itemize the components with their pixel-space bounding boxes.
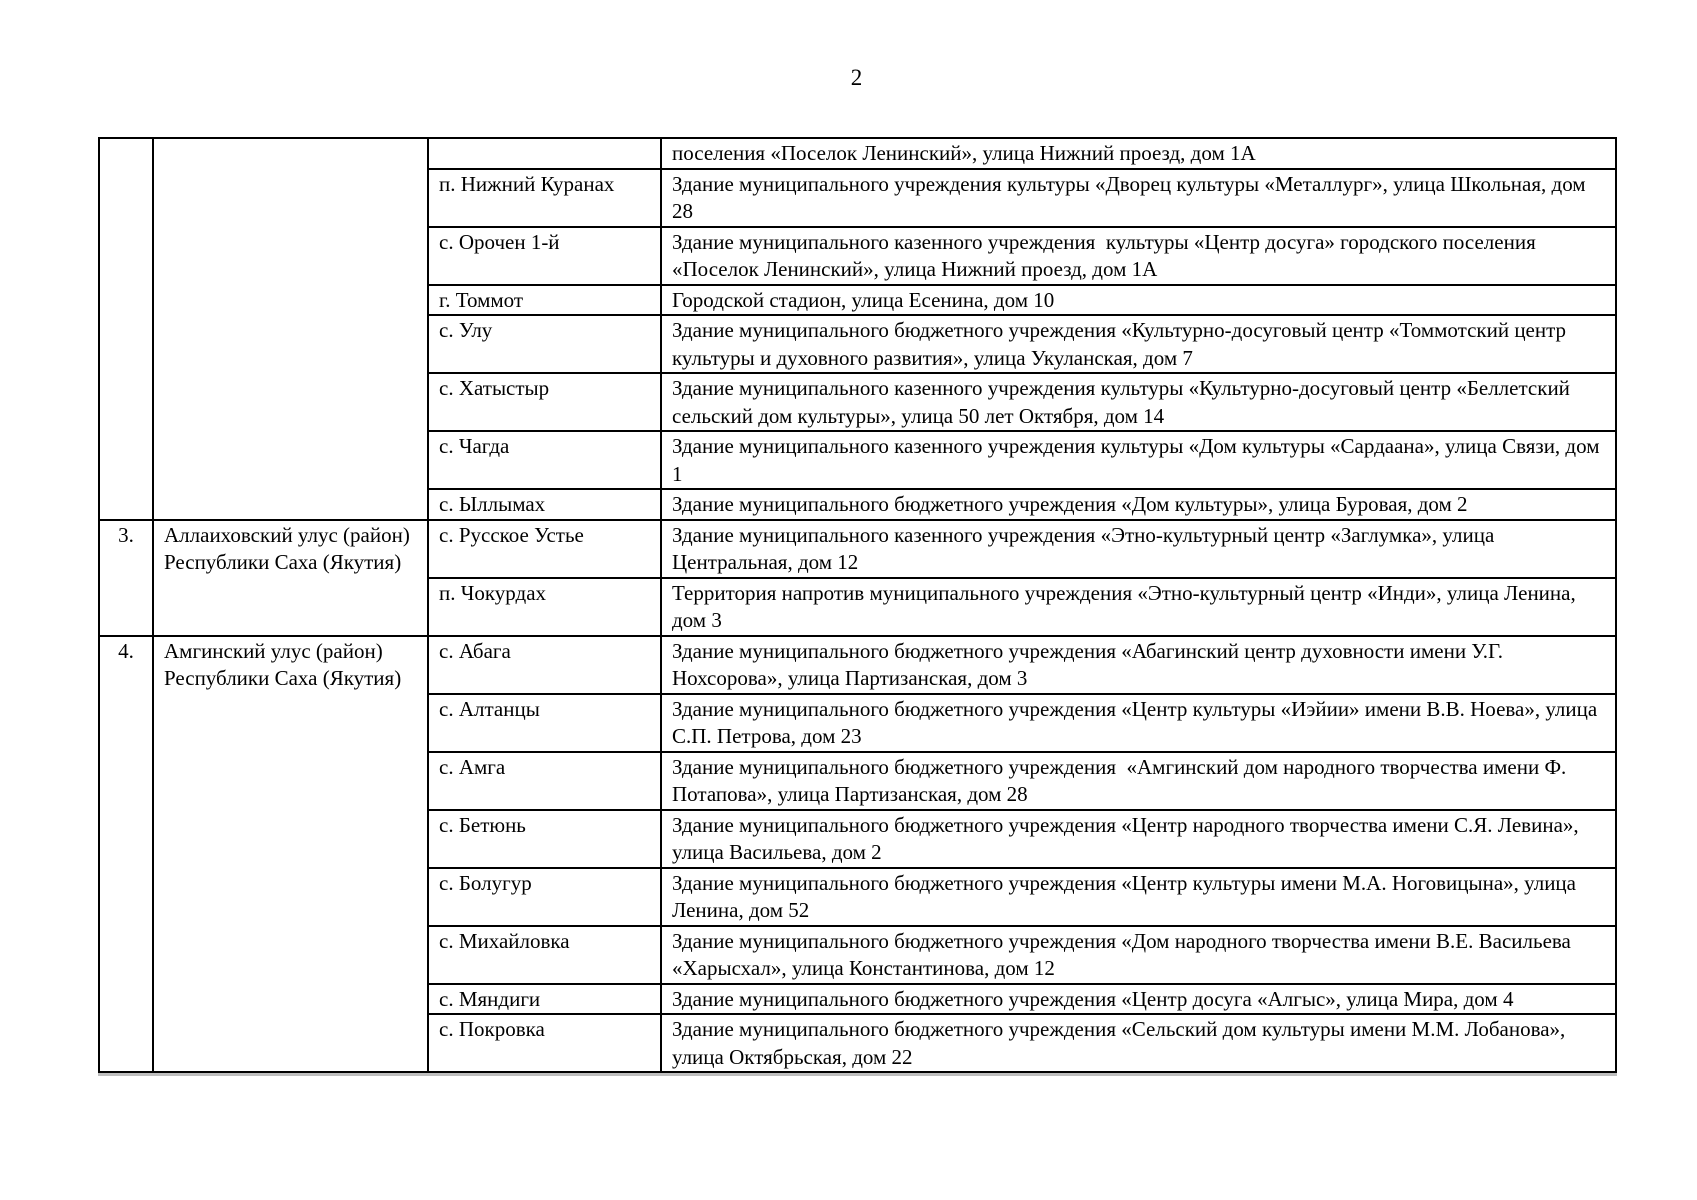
table-row: с. Чагда Здание муниципального казенного…	[99, 430, 1617, 490]
facility-cell: Здание муниципального бюджетного учрежде…	[660, 634, 1617, 695]
facility-cell: поселения «Поселок Ленинский», улица Ниж…	[660, 137, 1617, 170]
settlement-cell: п. Нижний Куранах	[427, 167, 662, 228]
facility-cell: Здание муниципального бюджетного учрежде…	[660, 314, 1617, 374]
row-number-cell: 3.	[98, 518, 154, 637]
facility-cell: Здание муниципального бюджетного учрежде…	[660, 982, 1617, 1015]
table-row: с. Хатыстыр Здание муниципального казенн…	[99, 372, 1617, 432]
settlement-cell: с. Улу	[427, 314, 662, 374]
table-row: с. Ыллымах Здание муниципального бюджетн…	[99, 488, 1617, 521]
settlement-cell: с. Михайловка	[427, 924, 662, 985]
settlement-cell: п. Чокурдах	[427, 576, 662, 637]
table-row: с. Улу Здание муниципального бюджетного …	[99, 314, 1617, 374]
settlement-cell: с. Болугур	[427, 866, 662, 927]
district-cell: Амгинский улус (район) Республики Саха (…	[152, 634, 429, 1073]
settlement-cell: с. Русское Устье	[427, 518, 662, 579]
row-number-cell: 4.	[98, 634, 154, 1073]
table-row: с. Алтанцы Здание муниципального бюджетн…	[99, 692, 1617, 753]
facility-cell: Здание муниципального казенного учрежден…	[660, 430, 1617, 490]
settlement-cell: г. Томмот	[427, 283, 662, 316]
facility-cell: Здание муниципального бюджетного учрежде…	[660, 924, 1617, 985]
table-row: п. Чокурдах Территория напротив муниципа…	[99, 576, 1617, 637]
district-cell: Аллаиховский улус (район) Республики Сах…	[152, 518, 429, 637]
facility-cell: Здание муниципального бюджетного учрежде…	[660, 692, 1617, 753]
settlement-cell: с. Абага	[427, 634, 662, 695]
table-row: г. Томмот Городской стадион, улица Есени…	[99, 283, 1617, 316]
facility-cell: Здание муниципального казенного учрежден…	[660, 372, 1617, 432]
table-row: с. Покровка Здание муниципального бюджет…	[99, 1013, 1617, 1073]
table-row: с. Болугур Здание муниципального бюджетн…	[99, 866, 1617, 927]
settlement-cell: с. Ыллымах	[427, 488, 662, 521]
page-number: 2	[850, 65, 863, 90]
table-row: с. Амга Здание муниципального бюджетного…	[99, 750, 1617, 811]
table-row: 4. Амгинский улус (район) Республики Сах…	[98, 634, 1617, 1073]
district-cell	[152, 137, 429, 521]
settlement-cell: с. Хатыстыр	[427, 372, 662, 432]
facilities-table: поселения «Поселок Ленинский», улица Ниж…	[98, 137, 1617, 1073]
table-row: с. Орочен 1-й Здание муниципального казе…	[99, 225, 1617, 286]
table-row: с. Михайловка Здание муниципального бюдж…	[99, 924, 1617, 985]
settlement-cell: с. Орочен 1-й	[427, 225, 662, 286]
table-row: 3. Аллаиховский улус (район) Республики …	[98, 518, 1617, 637]
table-row: с. Мяндиги Здание муниципального бюджетн…	[99, 982, 1617, 1015]
facility-cell: Здание муниципального бюджетного учрежде…	[660, 808, 1617, 869]
facility-cell: Здание муниципального бюджетного учрежде…	[660, 1013, 1617, 1073]
settlement-cell: с. Алтанцы	[427, 692, 662, 753]
table-row: с. Бетюнь Здание муниципального бюджетно…	[99, 808, 1617, 869]
facility-cell: Территория напротив муниципального учреж…	[660, 576, 1617, 637]
facility-cell: Городской стадион, улица Есенина, дом 10	[660, 283, 1617, 316]
settlement-cell	[427, 137, 662, 170]
settlement-cell: с. Амга	[427, 750, 662, 811]
facility-cell: Здание муниципального бюджетного учрежде…	[660, 488, 1617, 521]
settlement-cell: с. Чагда	[427, 430, 662, 490]
facility-cell: Здание муниципального казенного учрежден…	[660, 225, 1617, 286]
facility-cell: Здание муниципального бюджетного учрежде…	[660, 866, 1617, 927]
settlement-cell: с. Бетюнь	[427, 808, 662, 869]
settlement-cell: с. Мяндиги	[427, 982, 662, 1015]
table-row: п. Нижний Куранах Здание муниципального …	[99, 167, 1617, 228]
facility-cell: Здание муниципального учреждения культур…	[660, 167, 1617, 228]
settlement-cell: с. Покровка	[427, 1013, 662, 1073]
facility-cell: Здание муниципального бюджетного учрежде…	[660, 750, 1617, 811]
table-row: поселения «Поселок Ленинский», улица Ниж…	[98, 137, 1617, 521]
table-body: поселения «Поселок Ленинский», улица Ниж…	[98, 137, 1617, 1073]
row-number-cell	[98, 137, 154, 521]
facility-cell: Здание муниципального казенного учрежден…	[660, 518, 1617, 579]
